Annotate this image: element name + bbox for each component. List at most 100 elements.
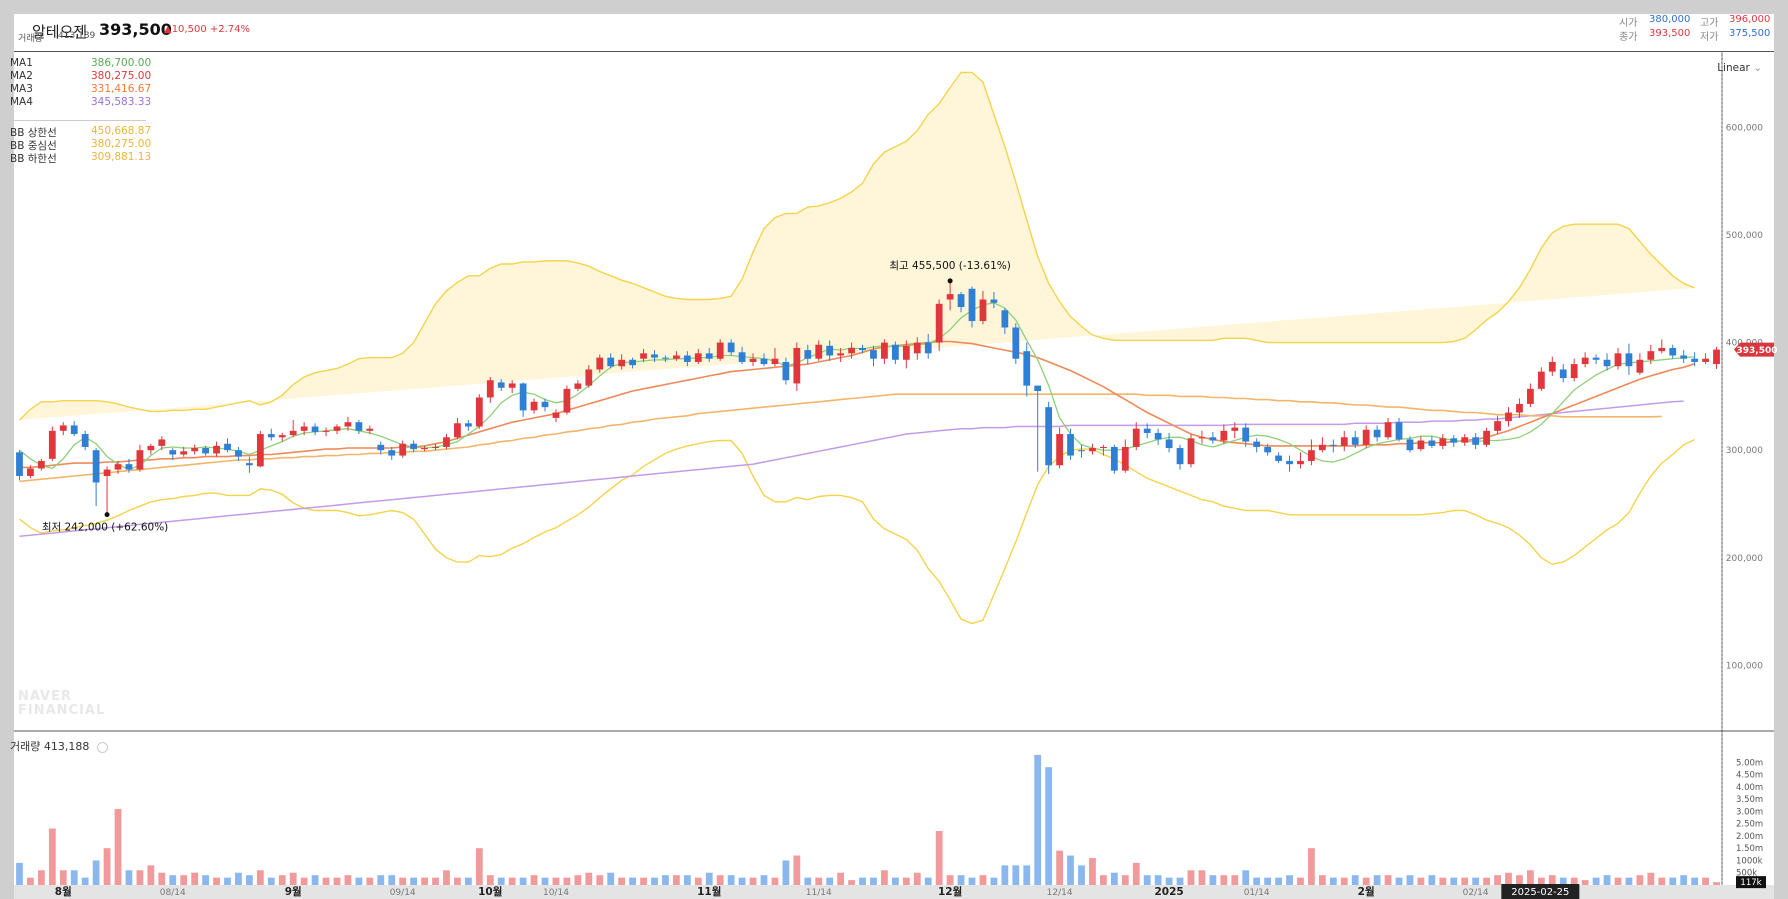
- volume-bar: [410, 877, 418, 885]
- close-value: 393,500: [1649, 28, 1691, 39]
- candle-body: [673, 355, 680, 359]
- candle: [1318, 437, 1326, 453]
- candle-body: [1012, 327, 1020, 359]
- candle: [508, 380, 516, 394]
- low-marker: [104, 512, 110, 518]
- candle-body: [333, 426, 341, 431]
- volume-bar: [837, 872, 845, 885]
- candle-body: [727, 342, 735, 353]
- candle-body: [552, 412, 560, 418]
- candle: [530, 398, 538, 414]
- y-tick-label: 600,000: [1726, 123, 1763, 133]
- volume-panel-label: 거래량 413,188: [10, 740, 90, 753]
- candle: [355, 420, 363, 435]
- candle: [1209, 431, 1217, 444]
- volume-bar: [738, 877, 746, 885]
- close-label: 종가: [1619, 32, 1638, 43]
- volume-bar: [366, 877, 374, 885]
- candle-body: [804, 350, 812, 359]
- x-tick-label: 02/14: [1463, 888, 1489, 898]
- settings-icon[interactable]: [96, 741, 108, 753]
- candle: [344, 416, 352, 431]
- candle-body: [1318, 444, 1326, 451]
- candle: [552, 409, 560, 423]
- candle-body: [1450, 438, 1458, 443]
- volume-bar: [596, 875, 604, 885]
- candle: [1537, 367, 1545, 391]
- candle: [1067, 428, 1074, 460]
- high-annotation: 최고 455,500 (-13.61%): [889, 260, 1010, 272]
- volume-bar: [946, 875, 954, 885]
- candle-body: [957, 294, 965, 308]
- candle: [1384, 417, 1392, 440]
- volume-bar: [125, 870, 133, 885]
- candle-body: [1417, 440, 1425, 450]
- volume-bar: [749, 877, 757, 885]
- candle: [388, 446, 396, 460]
- candle-body: [1669, 347, 1677, 356]
- candle-body: [1636, 359, 1644, 373]
- volume-bar: [333, 877, 341, 885]
- candle-body: [1110, 446, 1118, 471]
- candle: [1373, 425, 1381, 442]
- candle: [1264, 443, 1272, 456]
- candle-body: [180, 451, 188, 455]
- volume-bar: [815, 877, 823, 885]
- candle-body: [1297, 460, 1304, 465]
- candle-body: [946, 294, 954, 300]
- candle: [1647, 344, 1655, 365]
- candle-body: [902, 345, 910, 360]
- volume-bar: [256, 870, 264, 885]
- candle-body: [1253, 441, 1261, 447]
- candle-body: [486, 380, 494, 398]
- bollinger-band-fill: [19, 72, 1695, 421]
- candle: [1417, 436, 1425, 452]
- candle: [1329, 439, 1337, 453]
- volume-bar: [902, 877, 910, 885]
- candle-body: [596, 357, 604, 370]
- volume-bar: [27, 877, 34, 885]
- candle: [979, 290, 987, 325]
- volume-bar: [1220, 875, 1228, 885]
- volume-bar: [1329, 877, 1337, 885]
- volume-bar: [48, 828, 56, 885]
- candle-body: [355, 422, 363, 431]
- candle-body: [881, 342, 888, 359]
- legend-bb-center-name: BB 중심선: [10, 140, 57, 152]
- x-axis-bar: [14, 885, 1774, 899]
- candle: [311, 423, 319, 436]
- volume-bar: [1209, 875, 1217, 885]
- candle-body: [793, 347, 801, 384]
- scale-mode-dropdown[interactable]: Linear ⌄: [1717, 62, 1762, 74]
- candle: [837, 347, 845, 362]
- candle-body: [1275, 455, 1282, 461]
- candle: [70, 421, 78, 437]
- candle-body: [1034, 385, 1042, 391]
- x-tick-label: 12/14: [1047, 888, 1073, 898]
- volume-bar: [1264, 877, 1272, 885]
- x-tick-label: 10/14: [543, 888, 569, 898]
- volume-bar: [486, 875, 494, 885]
- volume-bar: [213, 877, 220, 885]
- candle-body: [859, 347, 866, 351]
- volume-bar: [1132, 862, 1140, 885]
- low-label: 저가: [1700, 32, 1719, 43]
- volume-bar: [399, 877, 407, 885]
- volume-bar: [1089, 858, 1096, 885]
- high-marker: [947, 278, 953, 284]
- volume-bar: [300, 877, 308, 885]
- candle-body: [705, 353, 713, 359]
- candle: [48, 426, 56, 461]
- candle-body: [1461, 437, 1469, 443]
- volume-bar: [1570, 877, 1578, 885]
- candle: [224, 438, 231, 453]
- candle-body: [968, 288, 976, 322]
- candle: [1658, 339, 1666, 354]
- candle-body: [1483, 430, 1490, 445]
- legend-ma2-value: 380,275.00: [91, 70, 152, 82]
- volume-bar: [1483, 877, 1490, 885]
- candle-body: [1231, 427, 1239, 431]
- candle-body: [618, 359, 626, 367]
- volume-tick-label: 4.00m: [1736, 783, 1763, 793]
